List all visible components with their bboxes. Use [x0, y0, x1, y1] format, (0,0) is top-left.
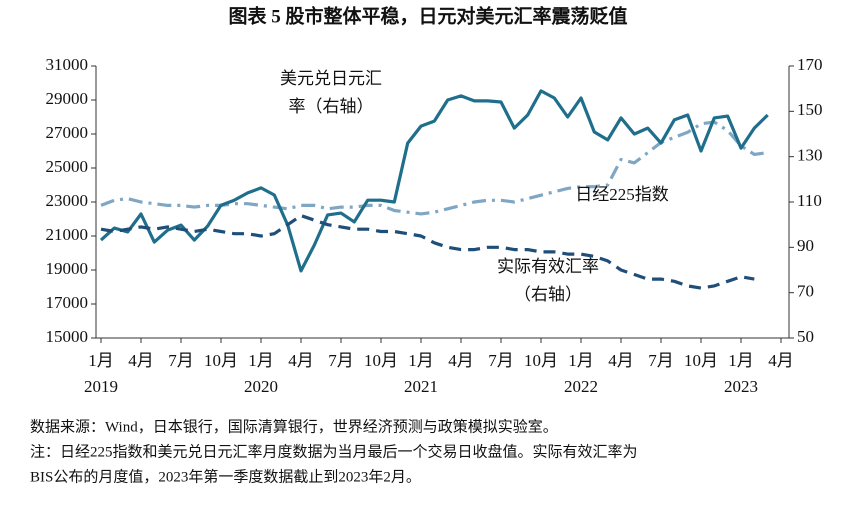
x-year-label: 2020 — [244, 377, 278, 396]
y-tick-label: 19000 — [46, 259, 89, 278]
x-tick-label: 10月 — [684, 351, 718, 370]
y2-tick-label: 130 — [797, 146, 823, 165]
y-tick-label: 21000 — [46, 225, 89, 244]
chart-title: 图表 5 股市整体平稳，日元对美元汇率震荡贬值 — [228, 4, 627, 27]
x-year-label: 2023 — [724, 377, 758, 396]
footnote: 数据来源：Wind，日本银行，国际清算银行，世界经济预测与政策模拟实验室。 — [30, 417, 558, 435]
x-tick-label: 1月 — [728, 351, 754, 370]
x-tick-label: 10月 — [364, 351, 398, 370]
x-tick-label: 7月 — [648, 351, 674, 370]
series-line — [99, 89, 769, 273]
y-tick-label: 31000 — [46, 55, 89, 74]
x-tick-label: 4月 — [608, 351, 634, 370]
series-label: 美元兑日元汇 — [280, 69, 382, 88]
x-tick-label: 4月 — [448, 351, 474, 370]
series-line — [100, 120, 768, 216]
x-tick-label: 1月 — [408, 351, 434, 370]
series-label: 日经225指数 — [575, 185, 669, 204]
series-label: 实际有效汇率 — [497, 257, 599, 276]
x-tick-label: 10月 — [204, 351, 238, 370]
x-tick-label: 7月 — [328, 351, 354, 370]
x-tick-label: 4月 — [768, 351, 794, 370]
y-tick-label: 25000 — [46, 157, 89, 176]
y2-tick-label: 150 — [797, 100, 823, 119]
series-line — [100, 214, 755, 290]
x-tick-label: 7月 — [168, 351, 194, 370]
y-tick-label: 23000 — [46, 191, 89, 210]
x-year-label: 2022 — [564, 377, 598, 396]
x-year-label: 2019 — [84, 377, 118, 396]
y2-tick-label: 50 — [797, 327, 814, 346]
series-label: （右轴） — [514, 285, 582, 304]
x-tick-label: 10月 — [524, 351, 558, 370]
series-label: 率（右轴） — [289, 97, 374, 116]
x-tick-label: 4月 — [128, 351, 154, 370]
y-tick-label: 15000 — [46, 327, 89, 346]
y2-tick-label: 70 — [797, 282, 814, 301]
y2-tick-label: 110 — [797, 191, 822, 210]
y2-tick-label: 170 — [797, 55, 823, 74]
y-tick-label: 17000 — [46, 293, 89, 312]
y2-tick-label: 90 — [797, 236, 814, 255]
footnote: BIS公布的月度值，2023年第一季度数据截止到2023年2月。 — [30, 467, 421, 485]
x-tick-label: 1月 — [88, 351, 114, 370]
x-tick-label: 1月 — [248, 351, 274, 370]
footnote: 注：日经225指数和美元兑日元汇率月度数据为当月最后一个交易日收盘值。实际有效汇… — [30, 442, 638, 460]
x-tick-label: 4月 — [288, 351, 314, 370]
y-tick-label: 27000 — [46, 123, 89, 142]
x-year-label: 2021 — [404, 377, 438, 396]
x-tick-label: 1月 — [568, 351, 594, 370]
y-tick-label: 29000 — [46, 89, 89, 108]
x-tick-label: 7月 — [488, 351, 514, 370]
